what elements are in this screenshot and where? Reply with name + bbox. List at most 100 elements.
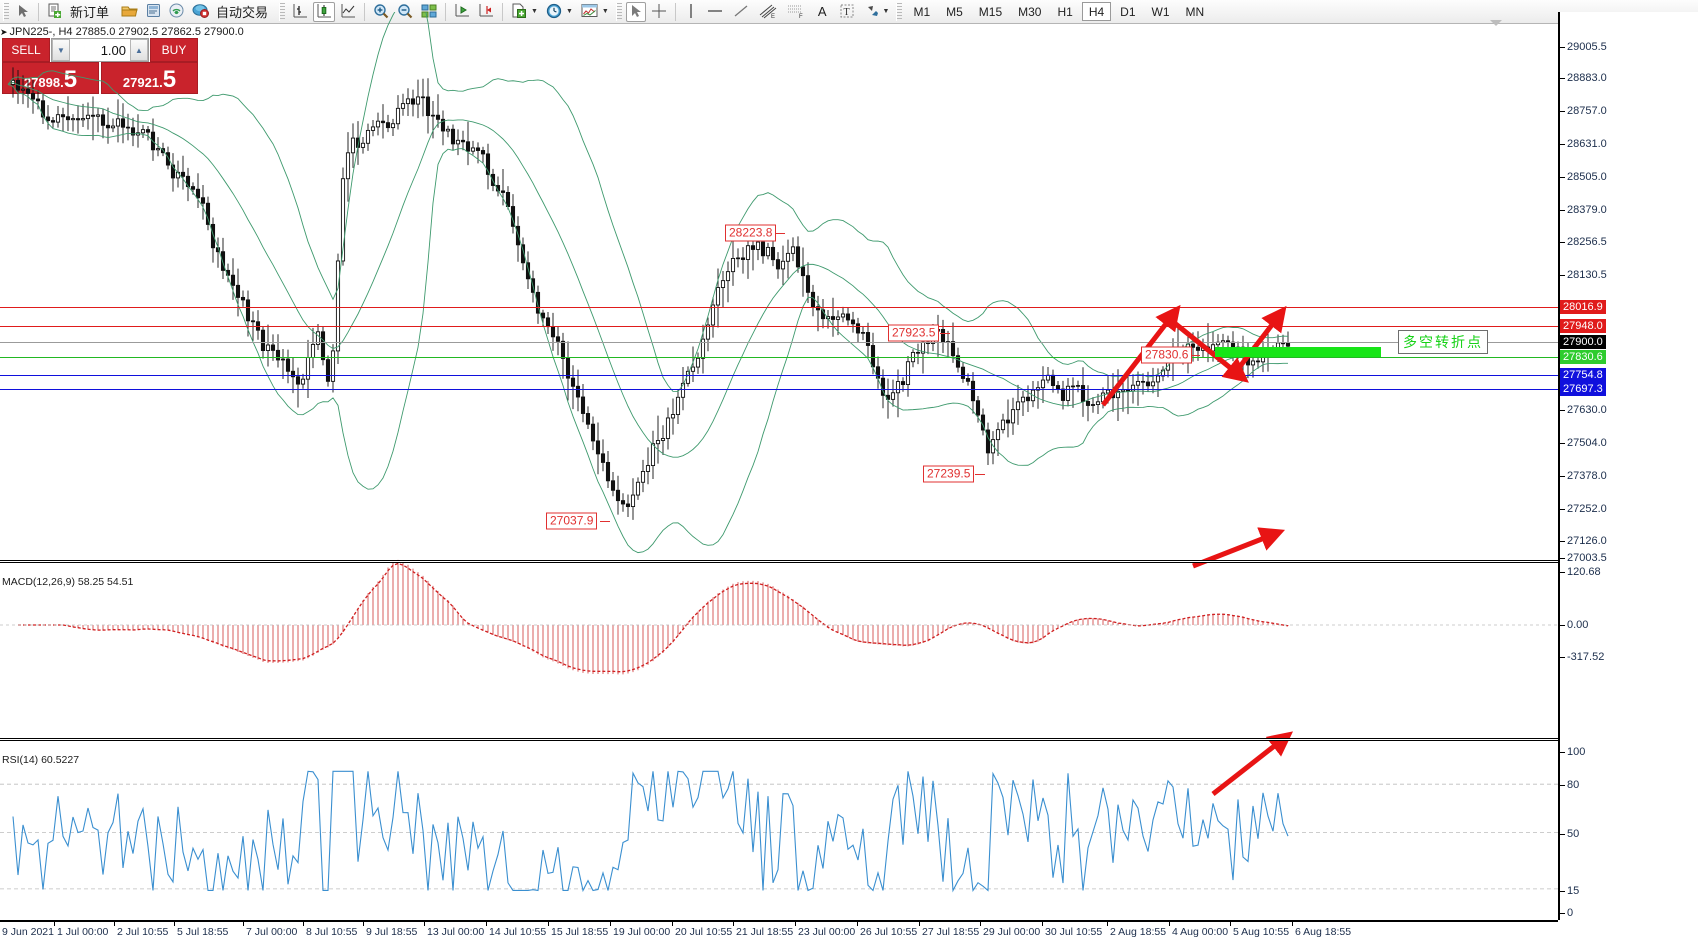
time-axis-label: 20 Jul 10:55 [675, 926, 733, 938]
time-axis-label: 8 Jul 10:55 [306, 926, 358, 938]
chevron-down-icon-3[interactable]: ▼ [601, 8, 609, 15]
chevron-down-icon-4[interactable]: ▼ [882, 8, 890, 15]
price-axis-label: 27378.0 [1567, 470, 1607, 482]
time-axis-label: 4 Aug 00:00 [1172, 926, 1229, 938]
price-level-chip[interactable]: 27900.0 [1560, 335, 1606, 349]
time-axis-label: 19 Jul 00:00 [613, 926, 671, 938]
horizontal-level-line[interactable] [0, 375, 1558, 376]
time-axis-label: 13 Jul 00:00 [427, 926, 485, 938]
time-axis-tick [54, 922, 55, 926]
toolbar-separator-4 [502, 2, 504, 21]
macd-rsi-separator[interactable] [0, 738, 1558, 741]
rsi-axis-label: 80 [1567, 779, 1580, 791]
price-axis-label: 28505.0 [1567, 171, 1607, 183]
macd-axis-tick [1560, 572, 1565, 573]
price-axis-label: 28883.0 [1567, 72, 1607, 84]
horizontal-level-line[interactable] [0, 326, 1558, 327]
rsi-indicator-label: RSI(14) 60.5227 [2, 754, 80, 766]
horizontal-level-line[interactable] [0, 389, 1558, 390]
toolbar-grip[interactable] [3, 2, 9, 21]
price-axis-tick [1560, 210, 1565, 211]
macd-axis-label: 0.00 [1567, 619, 1589, 631]
chevron-down-icon-2[interactable]: ▼ [565, 8, 573, 15]
rsi-axis-tick [1560, 834, 1565, 835]
horizontal-level-line[interactable] [0, 357, 1558, 358]
annotation-layer [1101, 304, 1294, 796]
price-axis-tick [1560, 476, 1565, 477]
time-axis-label: 1 Jul 00:00 [57, 926, 109, 938]
chart-area[interactable]: 28223.8 27923.5 27830.6 27239.5 27037.9 多空转折… [0, 12, 1558, 920]
callout-leader-line [940, 333, 950, 334]
price-level-chip[interactable]: 28016.9 [1560, 300, 1606, 314]
price-callout-label[interactable]: 27037.9 [546, 512, 598, 530]
toolbar-grip-2[interactable] [279, 2, 286, 21]
time-axis-label: 9 Jul 18:55 [366, 926, 418, 938]
time-axis-tick [243, 922, 244, 926]
price-level-chip[interactable]: 27697.3 [1560, 382, 1606, 396]
price-axis-label: 27504.0 [1567, 437, 1607, 449]
time-axis-label: 5 Jul 18:55 [177, 926, 229, 938]
time-axis-label: 14 Jul 10:55 [489, 926, 547, 938]
time-axis-tick [1230, 922, 1231, 926]
time-axis-label: 6 Aug 18:55 [1295, 926, 1352, 938]
rsi-axis-tick [1560, 752, 1565, 753]
toolbar-separator-3 [445, 2, 447, 21]
time-axis-label: 15 Jul 18:55 [551, 926, 609, 938]
rsi-axis-label: 0 [1567, 907, 1574, 919]
chevron-down-icon[interactable]: ▼ [531, 8, 538, 15]
price-callout-label[interactable]: 27923.5 [888, 324, 940, 342]
macd-axis-tick [1560, 657, 1565, 658]
horizontal-line-icon [706, 3, 724, 21]
time-axis-tick [424, 922, 425, 926]
macd-axis-label: -317.52 [1567, 651, 1605, 663]
price-axis-label: 28631.0 [1567, 138, 1607, 150]
callout-leader-line [1190, 355, 1200, 356]
price-level-chip[interactable]: 27948.0 [1560, 319, 1606, 333]
rsi-axis-tick [1560, 785, 1565, 786]
price-callout-label[interactable]: 27239.5 [923, 465, 975, 483]
time-axis-label: 5 Aug 10:55 [1233, 926, 1290, 938]
price-axis-label: 27252.0 [1567, 503, 1607, 515]
toolbar-separator-2 [364, 2, 366, 21]
time-axis[interactable]: 9 Jun 2021 1 Jul 00:00 2 Jul 10:55 5 Jul 18… [0, 920, 1558, 941]
macd-axis-label: 120.68 [1567, 566, 1601, 578]
toolbar-grip-4[interactable] [896, 2, 903, 21]
support-band-highlight [1215, 347, 1381, 357]
time-axis-tick [303, 922, 304, 926]
price-axis-tick [1560, 47, 1565, 48]
toolbar-grip-3[interactable] [615, 2, 622, 21]
time-axis-tick [486, 922, 487, 926]
time-axis-tick [114, 922, 115, 926]
horizontal-line-button[interactable] [703, 2, 727, 22]
time-axis-tick [1042, 922, 1043, 926]
time-axis-label: 30 Jul 10:55 [1045, 926, 1103, 938]
time-axis-label: 21 Jul 18:55 [736, 926, 794, 938]
price-callout-label[interactable]: 27830.6 [1141, 346, 1193, 364]
pointer-icon [629, 4, 643, 20]
scroll-indicator-icon [1490, 20, 1502, 26]
time-axis-tick [1292, 922, 1293, 926]
horizontal-level-line[interactable] [0, 307, 1558, 308]
horizontal-level-line[interactable] [0, 342, 1558, 343]
time-axis-label: 9 Jun 2021 [2, 926, 54, 938]
callout-leader-line [975, 474, 985, 475]
price-axis-label: 28379.0 [1567, 204, 1607, 216]
price-macd-separator[interactable] [0, 560, 1558, 563]
time-axis-tick [672, 922, 673, 926]
cursor-tool-button[interactable] [13, 2, 33, 22]
text-tool-button[interactable]: A [811, 2, 834, 22]
price-axis-label: 27003.5 [1567, 552, 1607, 564]
time-axis-label: 7 Jul 00:00 [246, 926, 298, 938]
time-axis-label: 2 Jul 10:55 [117, 926, 169, 938]
time-axis-tick [733, 922, 734, 926]
price-chart-canvas [0, 12, 1558, 893]
price-axis-tick [1560, 111, 1565, 112]
time-axis-tick [857, 922, 858, 926]
price-axis[interactable]: 29005.5 28883.0 28757.0 28631.0 28505.0 28379… [1558, 12, 1698, 920]
time-axis-tick [1169, 922, 1170, 926]
price-level-chip[interactable]: 27830.6 [1560, 350, 1606, 364]
price-callout-label[interactable]: 28223.8 [725, 224, 777, 242]
time-axis-tick [363, 922, 364, 926]
price-level-chip[interactable]: 27754.8 [1560, 368, 1606, 382]
arrow-cursor-icon [16, 4, 30, 20]
